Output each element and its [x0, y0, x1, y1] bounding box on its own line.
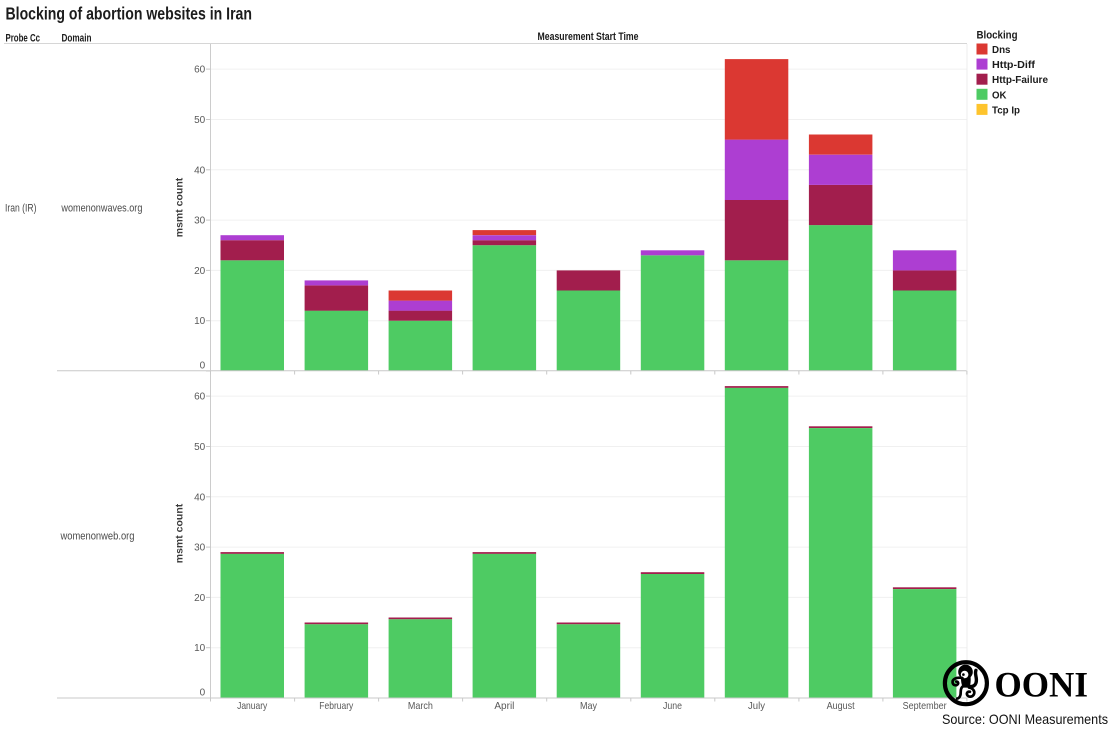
svg-text:OONI: OONI	[995, 665, 1089, 705]
svg-text:March: March	[408, 700, 433, 712]
svg-text:0: 0	[200, 361, 206, 372]
svg-text:Http-Failure: Http-Failure	[992, 74, 1048, 86]
svg-text:10: 10	[194, 643, 206, 654]
svg-text:msmt count: msmt count	[174, 503, 186, 563]
svg-text:OK: OK	[992, 89, 1007, 101]
svg-text:Dns: Dns	[992, 44, 1011, 56]
svg-text:20: 20	[194, 266, 206, 277]
svg-text:Probe Cc: Probe Cc	[6, 33, 41, 45]
svg-text:10: 10	[194, 316, 206, 327]
svg-text:January: January	[237, 700, 268, 712]
svg-text:Source: OONI Measurements: Source: OONI Measurements	[942, 712, 1108, 727]
svg-text:msmt count: msmt count	[174, 177, 186, 237]
svg-text:30: 30	[194, 216, 206, 227]
svg-text:Domain: Domain	[62, 33, 92, 45]
svg-text:40: 40	[194, 165, 206, 176]
svg-text:April: April	[494, 700, 514, 712]
svg-text:Iran (IR): Iran (IR)	[5, 203, 37, 215]
svg-text:30: 30	[194, 543, 206, 554]
svg-text:Blocking of abortion websites: Blocking of abortion websites in Iran	[6, 4, 253, 24]
svg-text:womenonweb.org: womenonweb.org	[60, 531, 135, 543]
svg-text:40: 40	[194, 492, 206, 503]
svg-text:50: 50	[194, 442, 206, 453]
svg-text:20: 20	[194, 593, 206, 604]
svg-text:July: July	[748, 700, 766, 712]
svg-text:September: September	[903, 700, 947, 712]
svg-text:May: May	[580, 700, 598, 712]
svg-text:womenonwaves.org: womenonwaves.org	[61, 203, 143, 215]
svg-text:60: 60	[194, 392, 206, 403]
svg-text:Tcp Ip: Tcp Ip	[992, 104, 1020, 116]
svg-text:February: February	[319, 700, 354, 712]
svg-text:Blocking: Blocking	[977, 30, 1018, 42]
svg-text:Measurement Start Time: Measurement Start Time	[538, 31, 639, 43]
svg-text:Http-Diff: Http-Diff	[992, 59, 1036, 71]
svg-text:August: August	[827, 700, 855, 712]
svg-text:0: 0	[200, 688, 206, 699]
svg-text:60: 60	[194, 65, 206, 76]
svg-text:June: June	[663, 700, 682, 712]
svg-text:50: 50	[194, 115, 206, 126]
